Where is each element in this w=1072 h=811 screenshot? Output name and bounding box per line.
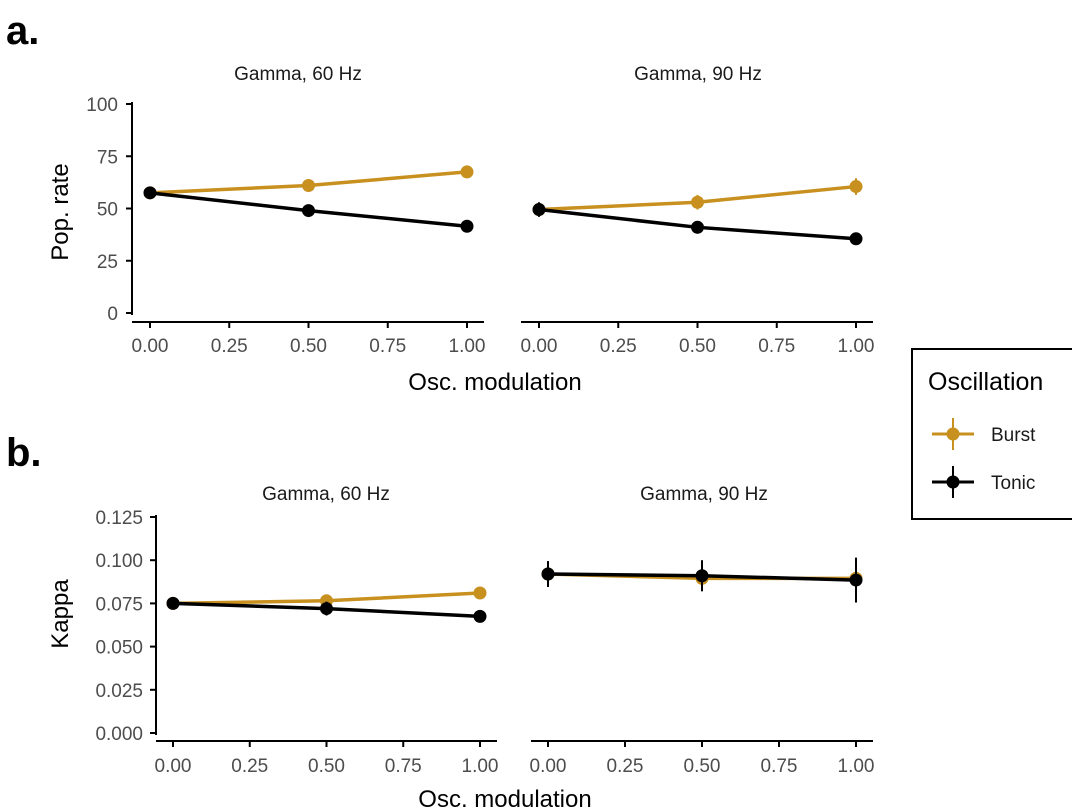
x-tick-label: 0.25	[607, 756, 644, 777]
legend: Oscillation Burst Tonic	[911, 348, 1072, 520]
legend-label-burst: Burst	[991, 425, 1036, 446]
series-tonic	[532, 202, 863, 246]
data-point	[849, 180, 863, 194]
data-point	[166, 596, 180, 610]
facet-1: Gamma, 60 Hz 0.00 0.25 0.50 0.75 1.00	[132, 64, 486, 357]
x-tick-label: 0.00	[521, 336, 558, 357]
y-tick-label: 100	[86, 95, 118, 116]
data-point	[532, 203, 546, 217]
data-point	[695, 569, 709, 583]
x-tick-label: 0.00	[530, 756, 567, 777]
y-tick-label: 0.000	[95, 724, 143, 745]
data-point	[691, 195, 704, 209]
data-point	[473, 586, 487, 600]
facet-title: Gamma, 90 Hz	[640, 484, 768, 505]
x-axis-title: Osc. modulation	[418, 786, 591, 811]
data-point	[460, 219, 474, 233]
data-point	[691, 220, 704, 234]
data-point	[541, 567, 555, 581]
data-point	[460, 165, 474, 179]
x-tick-label: 0.00	[155, 756, 192, 777]
x-tick-label: 0.25	[600, 336, 637, 357]
x-tick-label: 0.25	[211, 336, 248, 357]
data-point	[143, 186, 157, 200]
x-tick-label: 0.00	[132, 336, 169, 357]
legend-title: Oscillation	[928, 368, 1043, 396]
legend-label-tonic: Tonic	[991, 473, 1035, 494]
y-axis-title: Kappa	[47, 579, 74, 649]
y-tick-label: 25	[97, 252, 118, 273]
y-axis-title: Pop. rate	[47, 163, 74, 260]
facet-1: Gamma, 60 Hz 0.00 0.25 0.50 0.75 1.00	[155, 484, 499, 777]
data-point	[849, 232, 863, 246]
panels: a. 0 25 50 75 100 Pop. rate Osc. modulation Gamm…	[6, 9, 874, 811]
panel-label: b.	[6, 431, 42, 475]
x-tick-label: 1.00	[838, 756, 875, 777]
facet-2: Gamma, 90 Hz 0.00 0.25 0.50 0.75 1.00	[521, 64, 875, 357]
facet-title: Gamma, 90 Hz	[634, 64, 762, 85]
legend-key-point	[946, 427, 960, 441]
y-axis: 0 25 50 75 100	[86, 95, 133, 325]
facet-2: Gamma, 90 Hz 0.00 0.25 0.50 0.75 1.00	[530, 484, 875, 777]
series-tonic	[143, 186, 474, 233]
panel-a: a. 0 25 50 75 100 Pop. rate Osc. modulation Gamm…	[6, 9, 874, 396]
legend-entry-burst: Burst	[932, 418, 1036, 450]
data-point	[473, 609, 487, 623]
panel-label: a.	[6, 9, 39, 53]
legend-entry-tonic: Tonic	[932, 466, 1035, 498]
data-point	[302, 179, 315, 193]
y-axis: 0.000 0.025 0.050 0.075 0.100 0.125	[95, 508, 157, 745]
facet-title: Gamma, 60 Hz	[262, 484, 390, 505]
x-tick-label: 0.50	[290, 336, 327, 357]
facet-title: Gamma, 60 Hz	[234, 64, 362, 85]
y-tick-label: 0.025	[95, 681, 143, 702]
series-tonic	[541, 557, 863, 603]
x-tick-label: 0.25	[231, 756, 268, 777]
x-tick-label: 1.00	[838, 336, 875, 357]
x-tick-label: 0.75	[758, 336, 795, 357]
x-tick-label: 1.00	[449, 336, 486, 357]
x-tick-label: 0.75	[369, 336, 406, 357]
x-tick-label: 0.50	[308, 756, 345, 777]
x-tick-label: 1.00	[462, 756, 499, 777]
series-tonic	[166, 596, 487, 623]
x-tick-label: 0.50	[679, 336, 716, 357]
y-tick-label: 50	[97, 200, 118, 221]
legend-key-point	[946, 475, 960, 489]
series-burst	[143, 165, 474, 200]
y-tick-label: 75	[97, 147, 118, 168]
y-tick-label: 0	[107, 304, 118, 325]
x-tick-label: 0.75	[385, 756, 422, 777]
x-axis-title: Osc. modulation	[408, 369, 581, 396]
y-tick-label: 0.050	[95, 638, 143, 659]
y-tick-label: 0.100	[95, 551, 143, 572]
panel-b: b. 0.000 0.025 0.050 0.075 0.100 0.125 Kappa Osc…	[6, 431, 874, 811]
x-tick-label: 0.75	[761, 756, 798, 777]
y-tick-label: 0.125	[95, 508, 143, 529]
x-tick-label: 0.50	[684, 756, 721, 777]
data-point	[302, 204, 315, 218]
y-tick-label: 0.075	[95, 594, 143, 615]
data-point	[849, 573, 863, 587]
data-point	[320, 602, 333, 616]
series-burst	[532, 178, 863, 217]
